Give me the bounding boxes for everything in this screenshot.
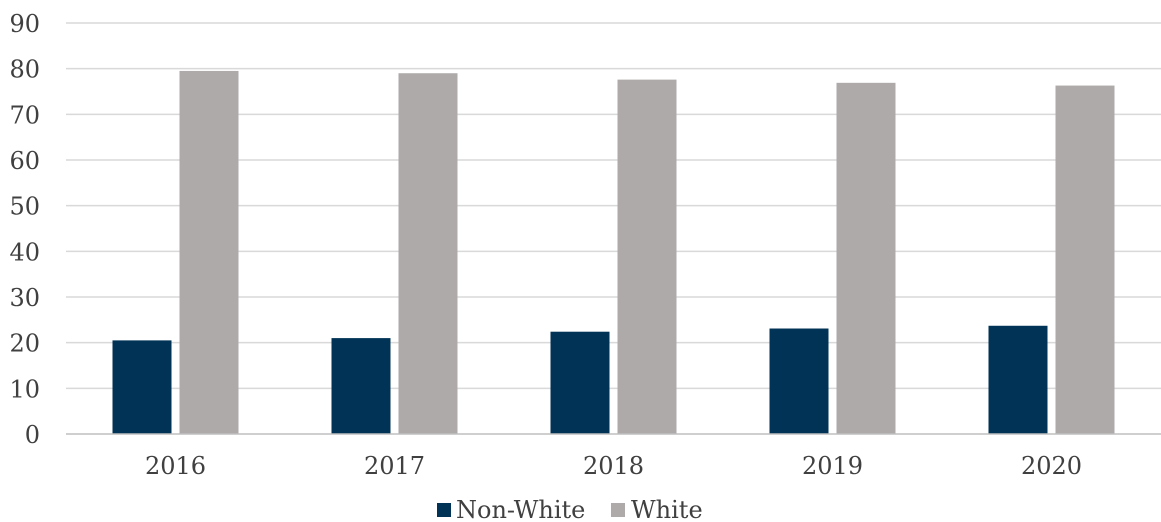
y-tick-label: 10 <box>9 375 40 403</box>
y-tick-label: 30 <box>9 284 40 312</box>
legend-label: Non-White <box>456 496 585 522</box>
bar-white-2016 <box>179 70 239 434</box>
x-tick-label: 2019 <box>802 452 863 480</box>
legend: Non-White White <box>437 496 703 522</box>
y-tick-label: 20 <box>9 330 40 358</box>
x-tick-label: 2016 <box>145 452 206 480</box>
bar-non-white-2018 <box>550 331 610 434</box>
bar-white-2019 <box>836 82 896 434</box>
legend-label: White <box>631 496 703 522</box>
y-tick-label: 90 <box>9 10 40 38</box>
bar-white-2018 <box>617 79 677 435</box>
gridlines <box>66 22 1161 390</box>
bars <box>112 70 1115 435</box>
bar-non-white-2016 <box>112 340 172 434</box>
legend-swatch <box>611 503 625 517</box>
bar-non-white-2020 <box>988 325 1048 434</box>
y-tick-label: 50 <box>9 193 40 221</box>
y-axis-tick-labels: 0 10 20 30 40 50 60 70 80 90 <box>9 10 40 449</box>
y-tick-label: 40 <box>9 238 40 266</box>
legend-swatch <box>437 503 451 517</box>
x-tick-label: 2020 <box>1021 452 1082 480</box>
x-tick-label: 2018 <box>583 452 644 480</box>
y-tick-label: 80 <box>9 56 40 84</box>
bar-non-white-2017 <box>331 338 391 434</box>
y-tick-label: 60 <box>9 147 40 175</box>
bar-white-2017 <box>398 73 458 434</box>
x-axis-tick-labels: 2016 2017 2018 2019 2020 <box>145 452 1082 480</box>
bar-non-white-2019 <box>769 328 829 434</box>
bar-white-2020 <box>1055 85 1115 435</box>
x-tick-label: 2017 <box>364 452 425 480</box>
y-tick-label: 70 <box>9 101 40 129</box>
y-tick-label: 0 <box>25 421 40 449</box>
